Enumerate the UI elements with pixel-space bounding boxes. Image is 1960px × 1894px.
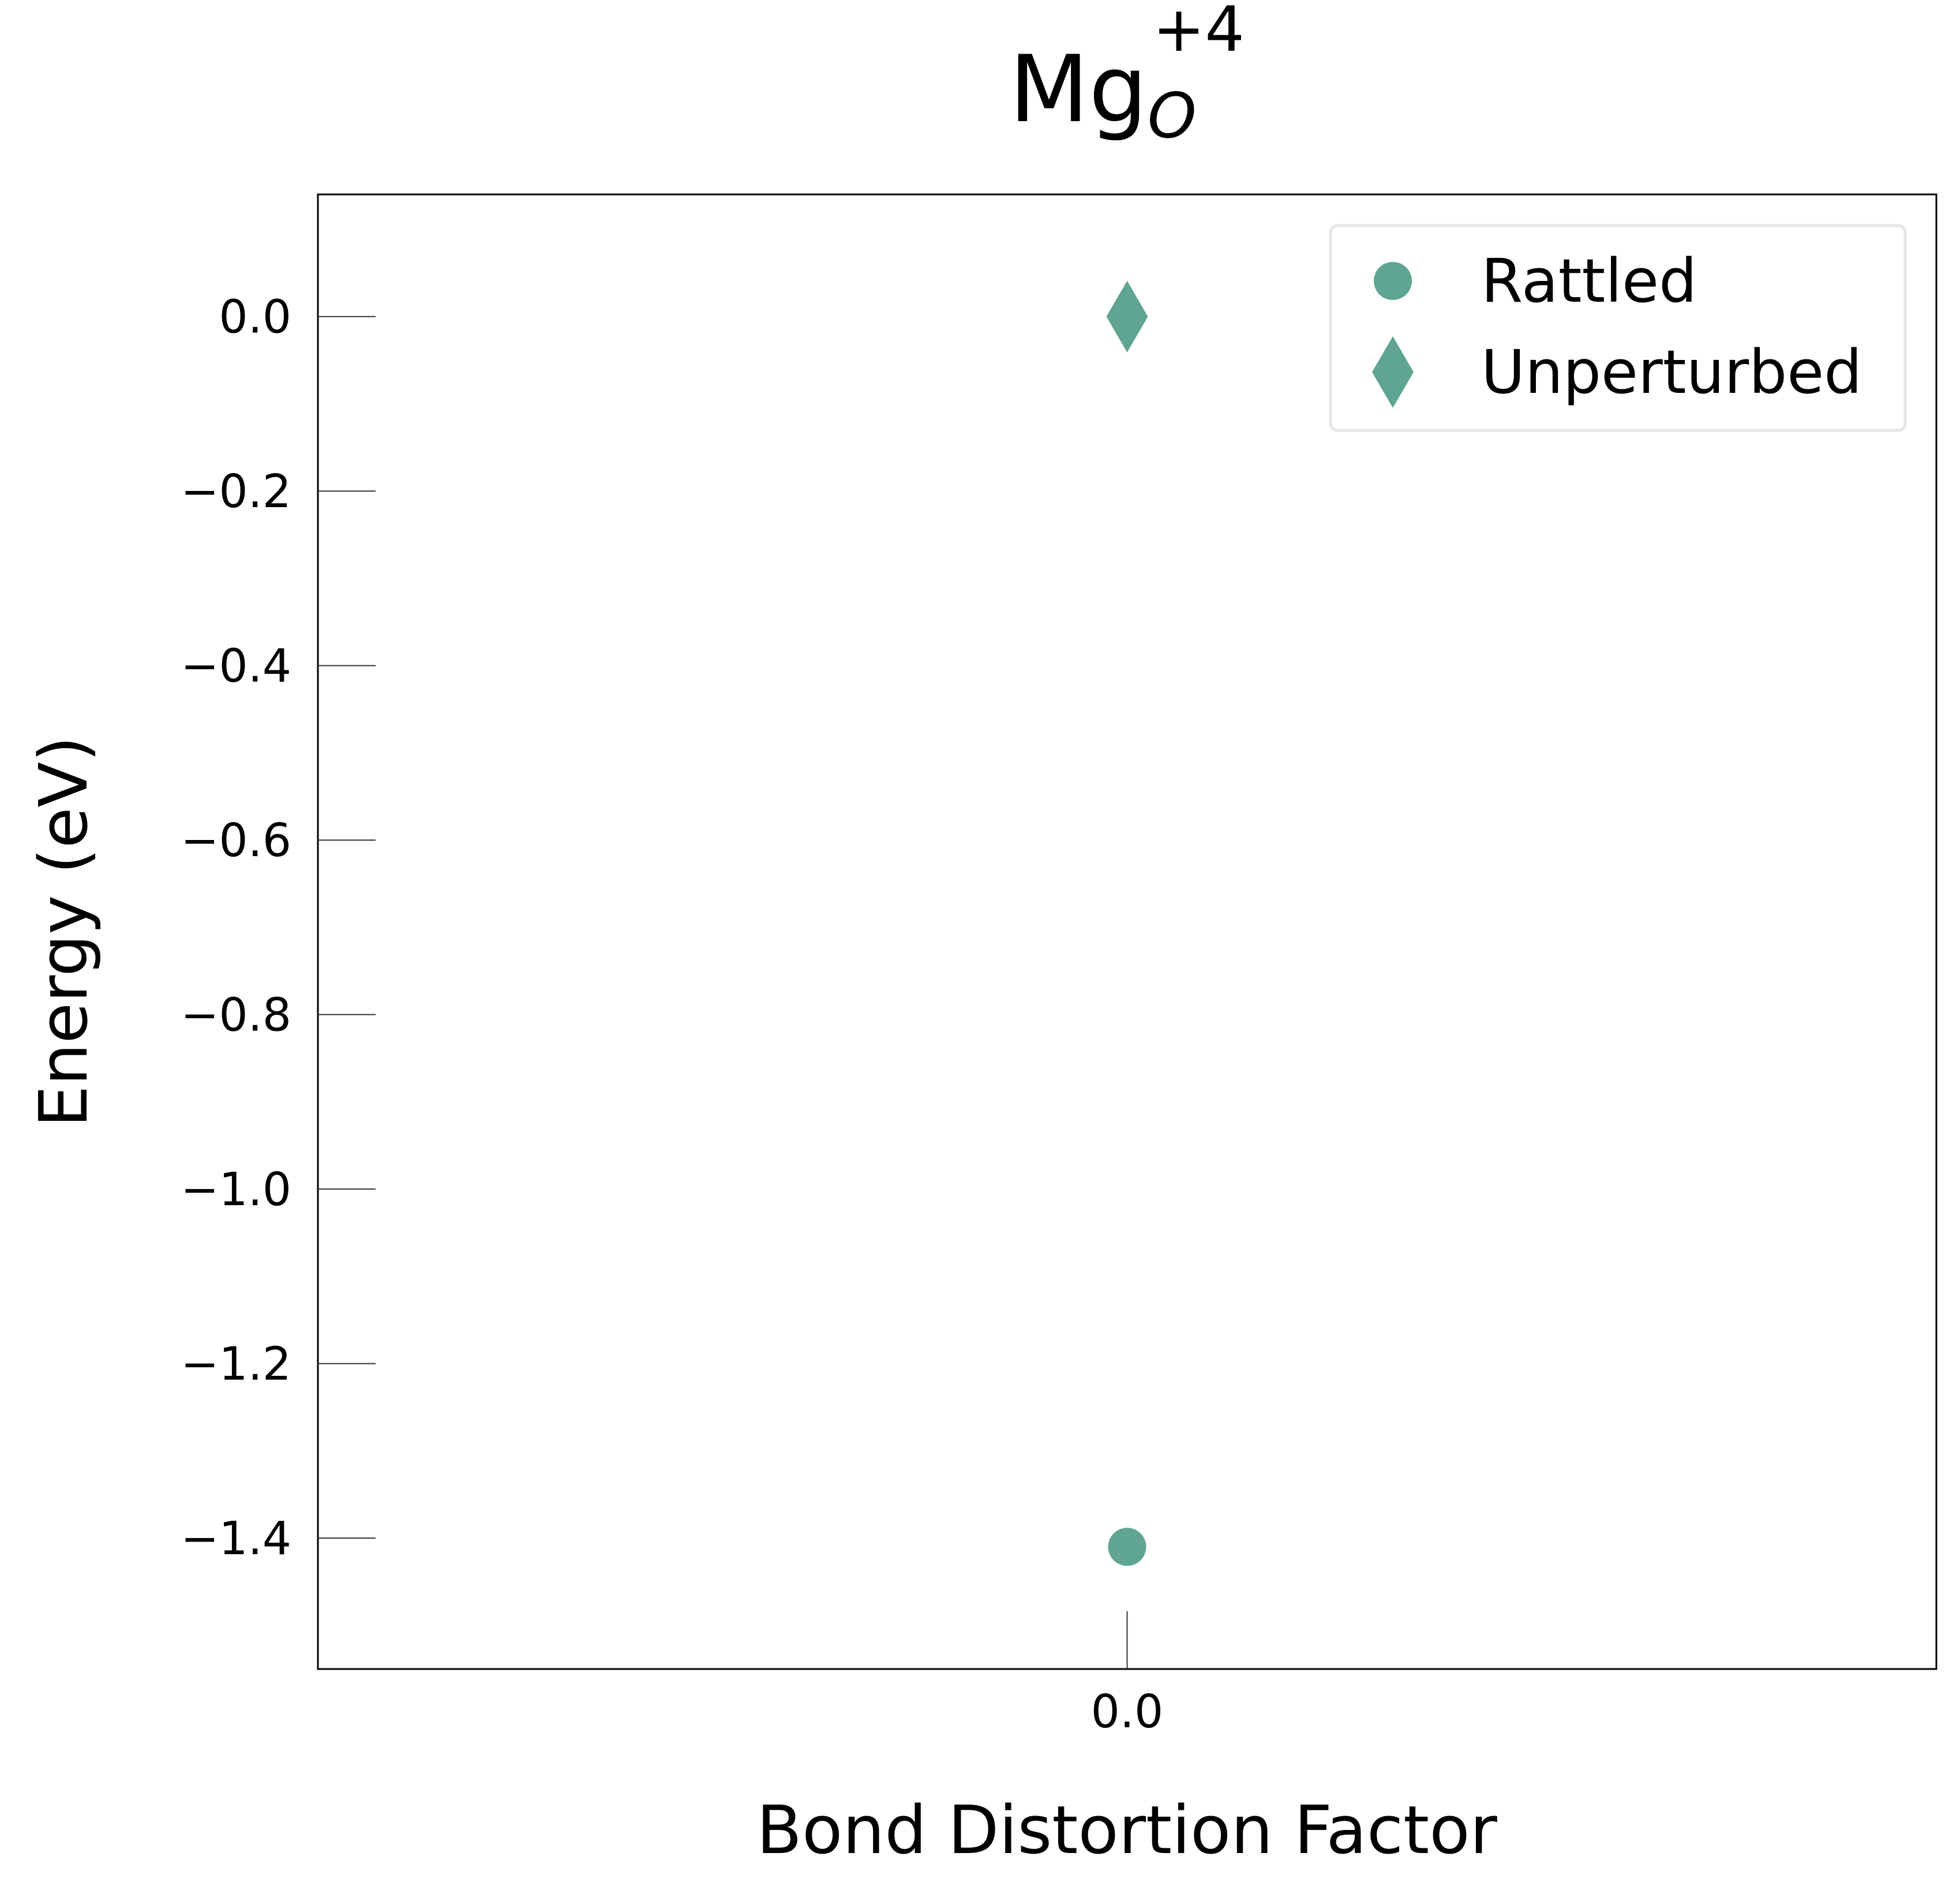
y-tick-label: −1.4	[181, 1512, 291, 1565]
y-axis: 0.0 −0.2 −0.4 −0.6 −0.8 −1.0 −1.2 −1.4	[181, 291, 376, 1565]
chart-title-base: Mg	[1009, 35, 1148, 143]
chart-title-superscript: +4	[1153, 0, 1245, 66]
x-axis: 0.0	[1091, 1611, 1164, 1738]
y-axis-title: Energy (eV)	[25, 736, 103, 1127]
chart-title: MgO +4	[1009, 0, 1245, 152]
legend-label-unperturbed: Unperturbed	[1481, 337, 1862, 407]
chart-title-subscript: O	[1148, 80, 1197, 152]
data-marks	[1106, 280, 1148, 1566]
x-axis-title: Bond Distortion Factor	[756, 1792, 1497, 1869]
y-tick-label: −0.4	[181, 640, 291, 693]
legend: Rattled Unperturbed	[1329, 224, 1907, 432]
y-tick-label: 0.0	[219, 291, 291, 344]
y-tick-label: −0.2	[181, 465, 291, 518]
y-tick-label: −0.6	[181, 814, 291, 867]
y-tick-label: −1.0	[181, 1163, 291, 1216]
legend-label-rattled: Rattled	[1481, 246, 1697, 316]
legend-marker-unperturbed	[1372, 336, 1414, 408]
y-tick-label: −1.2	[181, 1338, 291, 1391]
y-tick-label: −0.8	[181, 989, 291, 1042]
data-point-unperturbed	[1106, 280, 1148, 352]
legend-frame	[1329, 224, 1907, 432]
x-tick-label: 0.0	[1091, 1685, 1164, 1738]
data-point-rattled	[1108, 1528, 1146, 1566]
legend-marker-rattled	[1374, 262, 1412, 300]
